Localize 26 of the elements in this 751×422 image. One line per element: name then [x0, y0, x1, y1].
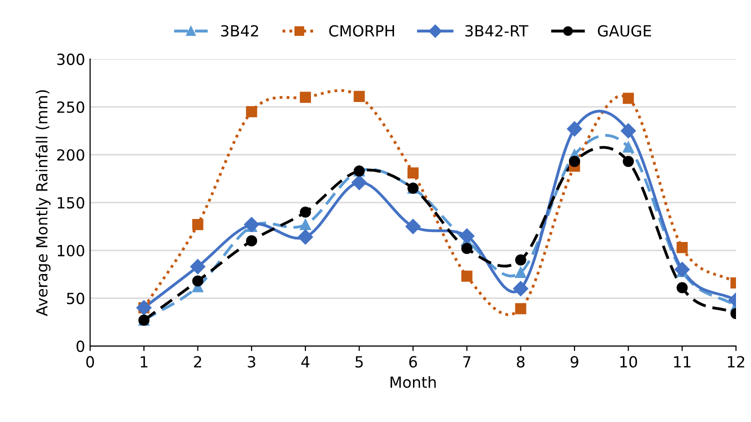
x-tick-label: 0	[86, 356, 94, 368]
x-tick-label: 6	[409, 356, 417, 368]
legend-label: 3B42-RT	[465, 25, 528, 37]
x-tick-label: 11	[674, 356, 690, 368]
x-tick-label: 1	[140, 356, 148, 368]
y-tick-label: 0	[76, 340, 84, 352]
y-tick-label: 100	[58, 244, 84, 256]
y-tick-label: 200	[57, 149, 84, 161]
x-axis-title: Month	[390, 376, 436, 388]
x-tick-label: 4	[301, 356, 310, 368]
x-tick-label: 10	[620, 356, 638, 368]
x-tick-label: 5	[356, 356, 363, 368]
x-tick-label: 8	[516, 356, 525, 368]
x-tick-label: 12	[728, 356, 744, 368]
y-tick-label: 50	[66, 292, 84, 304]
legend-label: CMORPH	[329, 25, 394, 37]
legend-label: GAUGE	[598, 25, 652, 37]
x-tick-label: 9	[570, 356, 578, 368]
y-axis-title: Average Montly Rainfall (mm)	[36, 90, 51, 316]
y-tick-label: 300	[57, 54, 84, 66]
x-tick-label: 3	[248, 356, 256, 368]
legend-label: 3B42	[221, 25, 258, 37]
y-tick-label: 250	[57, 101, 84, 113]
y-tick-label: 150	[58, 197, 84, 209]
x-tick-label: 2	[194, 356, 202, 368]
x-tick-label: 7	[463, 356, 470, 368]
